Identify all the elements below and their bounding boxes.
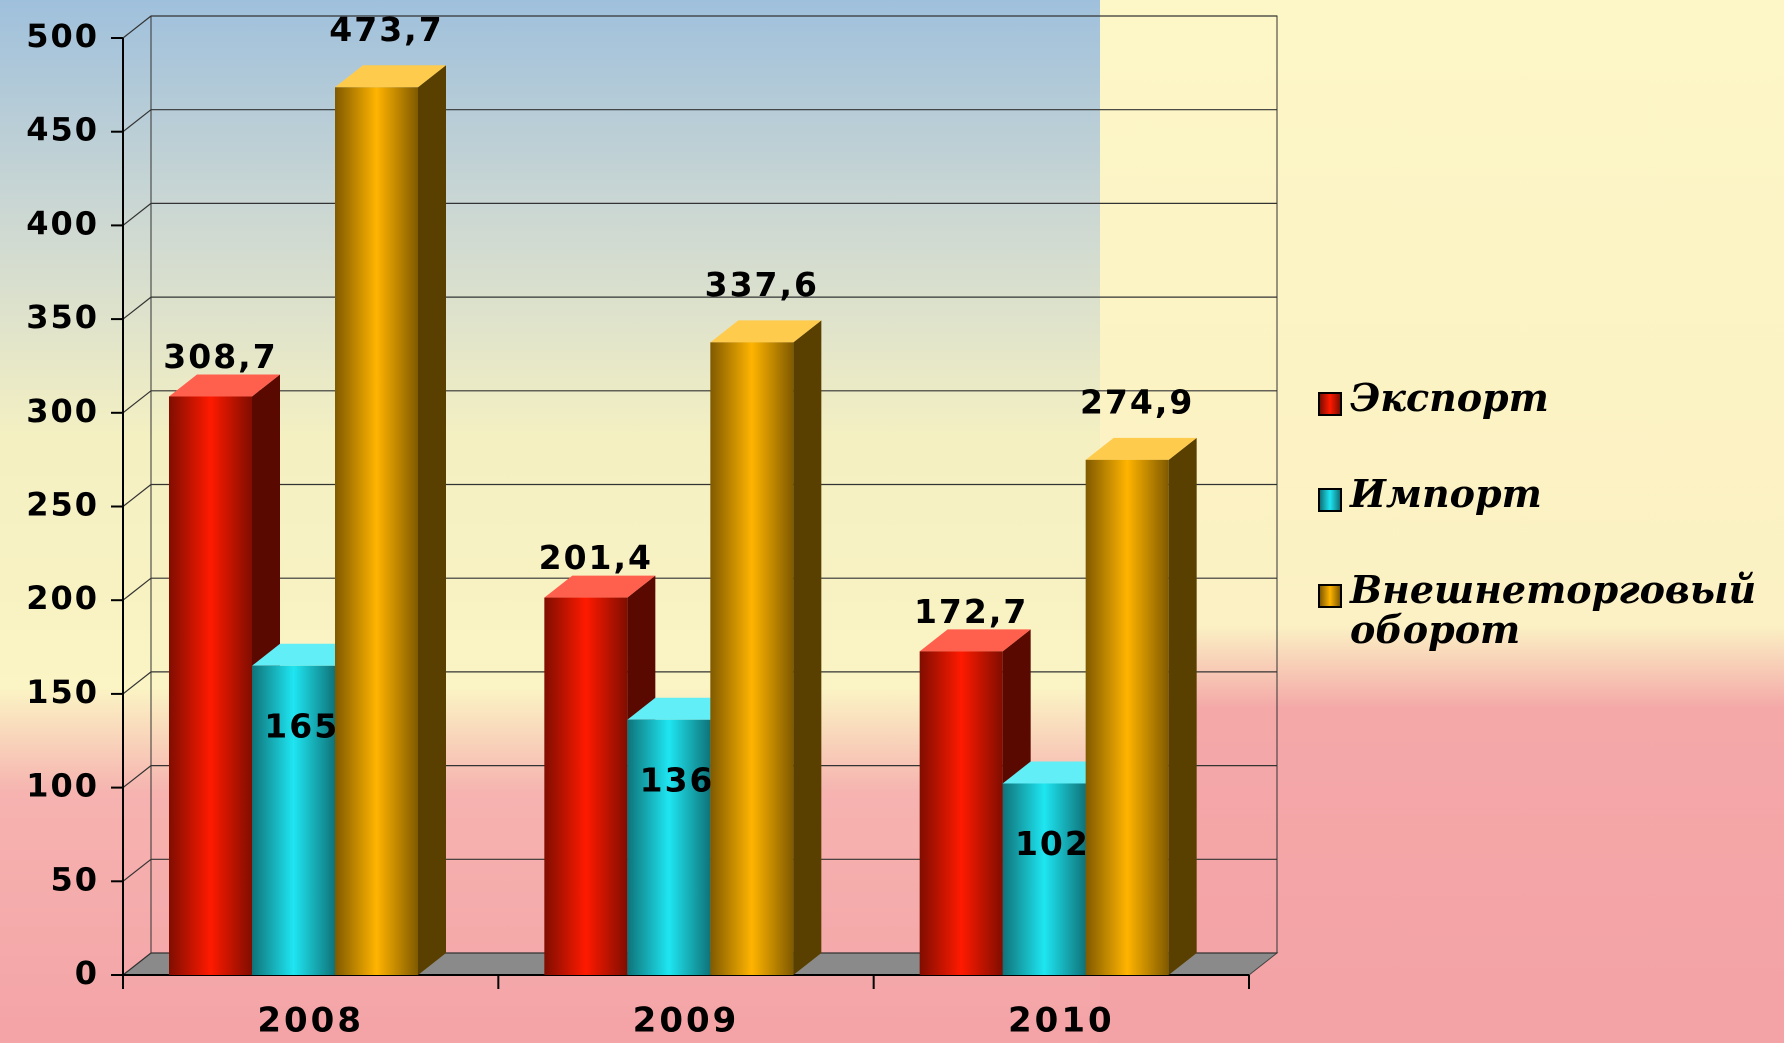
bar-top [544, 575, 656, 598]
x-tick-label: 2009 [633, 1001, 740, 1041]
bar-top [710, 320, 822, 343]
y-tick-label: 500 [26, 17, 99, 55]
bar [335, 87, 418, 976]
bar-side [1168, 437, 1197, 975]
y-tick-label: 150 [26, 673, 99, 711]
grid-line [122, 952, 152, 976]
bar-top [335, 65, 446, 88]
bar [252, 665, 335, 975]
grid-line [122, 109, 152, 133]
bar-top [169, 374, 280, 397]
y-tick-label: 350 [26, 298, 99, 336]
bar [1002, 783, 1086, 975]
bar [169, 396, 252, 975]
grid-line [122, 484, 152, 507]
grid-line [122, 390, 152, 414]
legend-item: Внешнеторговый оборот [1318, 570, 1758, 650]
legend-label: Экспорт [1350, 375, 1549, 420]
legend-swatch [1318, 392, 1342, 416]
value-label: 473,7 [329, 10, 443, 49]
y-tick-label: 300 [26, 392, 99, 430]
legend-item: Импорт [1318, 474, 1758, 514]
y-tick-label: 100 [26, 767, 99, 805]
value-label: 274,9 [1080, 382, 1194, 421]
bar [919, 651, 1003, 975]
grid-line [122, 671, 152, 695]
value-label: 337,6 [705, 265, 819, 304]
y-tick-label: 0 [75, 954, 99, 992]
grid-line [122, 202, 152, 226]
bar-side [418, 65, 446, 976]
grid-line [122, 577, 152, 601]
y-tick-label: 200 [26, 579, 99, 617]
bar [544, 597, 628, 975]
bar-top [919, 629, 1031, 652]
y-tick-label: 250 [26, 486, 99, 524]
legend-label: Импорт [1350, 471, 1542, 516]
bar-top [1085, 437, 1197, 460]
x-tick-label: 2010 [1008, 1001, 1115, 1041]
bar [710, 342, 794, 975]
grid-line [122, 296, 152, 320]
legend-swatch [1318, 584, 1342, 608]
y-tick-label: 50 [50, 860, 99, 898]
value-label: 172,7 [914, 592, 1028, 631]
grid-line [122, 858, 152, 882]
grid-line [122, 15, 152, 39]
legend-swatch [1318, 488, 1342, 512]
bar [627, 719, 711, 975]
x-tick-label: 2008 [257, 1001, 364, 1041]
y-tick-label: 400 [26, 204, 99, 242]
grid-line [122, 765, 152, 789]
bar [1085, 459, 1169, 975]
legend-label: Внешнеторговый оборот [1350, 567, 1757, 652]
y-tick-label: 450 [26, 111, 99, 149]
legend-item: Экспорт [1318, 378, 1758, 418]
bar-side [793, 320, 822, 975]
value-label: 201,4 [539, 538, 653, 577]
background [1100, 0, 1784, 1043]
value-label: 308,7 [163, 337, 277, 376]
legend: Экспорт Импорт Внешнеторговый оборот [1318, 378, 1758, 706]
